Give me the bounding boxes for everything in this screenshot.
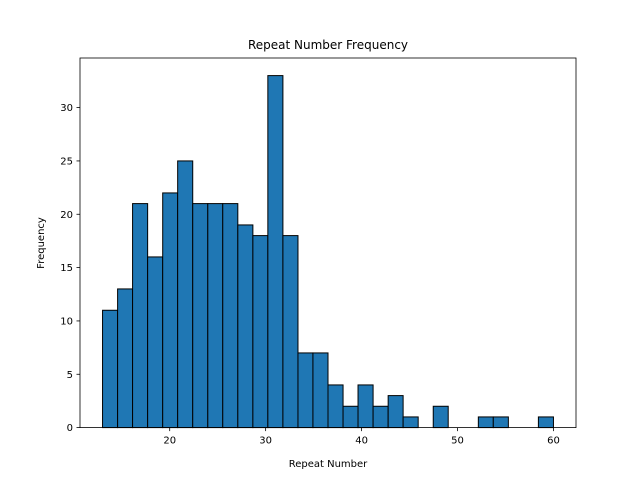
x-tick-label: 30 <box>259 436 272 447</box>
histogram-bar <box>282 235 299 429</box>
histogram-bar <box>102 309 119 429</box>
histogram-bar <box>342 405 359 429</box>
plot-frame <box>79 57 577 429</box>
histogram-bar <box>132 203 149 429</box>
histogram-bar <box>312 352 329 429</box>
histogram-bar <box>387 395 404 429</box>
histogram-bar <box>237 224 254 429</box>
x-tick-label: 60 <box>547 436 560 447</box>
histogram-bar <box>402 416 419 429</box>
y-tick-label: 10 <box>60 317 73 328</box>
histogram-bar <box>432 405 449 429</box>
y-tick-label: 0 <box>67 423 73 434</box>
histogram-bar <box>162 192 179 429</box>
y-axis-ticks: 0 5 10 15 20 25 30 <box>60 103 80 434</box>
chart-title: Repeat Number Frequency <box>248 38 408 52</box>
histogram-bar <box>207 203 224 429</box>
histogram-bar <box>267 75 284 429</box>
x-tick-label: 50 <box>451 436 464 447</box>
histogram-bar <box>477 416 494 429</box>
histogram-bar <box>357 384 374 429</box>
histogram-bar <box>252 235 269 429</box>
x-axis-ticks: 20 30 40 50 60 <box>163 427 560 447</box>
y-tick-label: 30 <box>60 103 73 114</box>
histogram-bar <box>372 405 389 429</box>
histogram-bar <box>192 203 209 429</box>
histogram-bar <box>327 384 344 429</box>
x-tick-label: 20 <box>163 436 176 447</box>
y-tick-label: 5 <box>67 370 73 381</box>
x-tick-label: 40 <box>355 436 368 447</box>
histogram-bar <box>537 416 554 429</box>
y-tick-label: 15 <box>60 263 73 274</box>
x-axis-label: Repeat Number <box>289 459 368 470</box>
histogram-bar <box>222 203 239 429</box>
histogram-bar <box>297 352 314 429</box>
histogram-bar <box>147 256 164 429</box>
y-tick-label: 25 <box>60 157 73 168</box>
histogram-bar <box>117 288 134 429</box>
histogram-bar <box>492 416 509 429</box>
histogram-bar <box>177 160 194 429</box>
y-tick-label: 20 <box>60 210 73 221</box>
y-axis-label: Frequency <box>36 217 47 269</box>
